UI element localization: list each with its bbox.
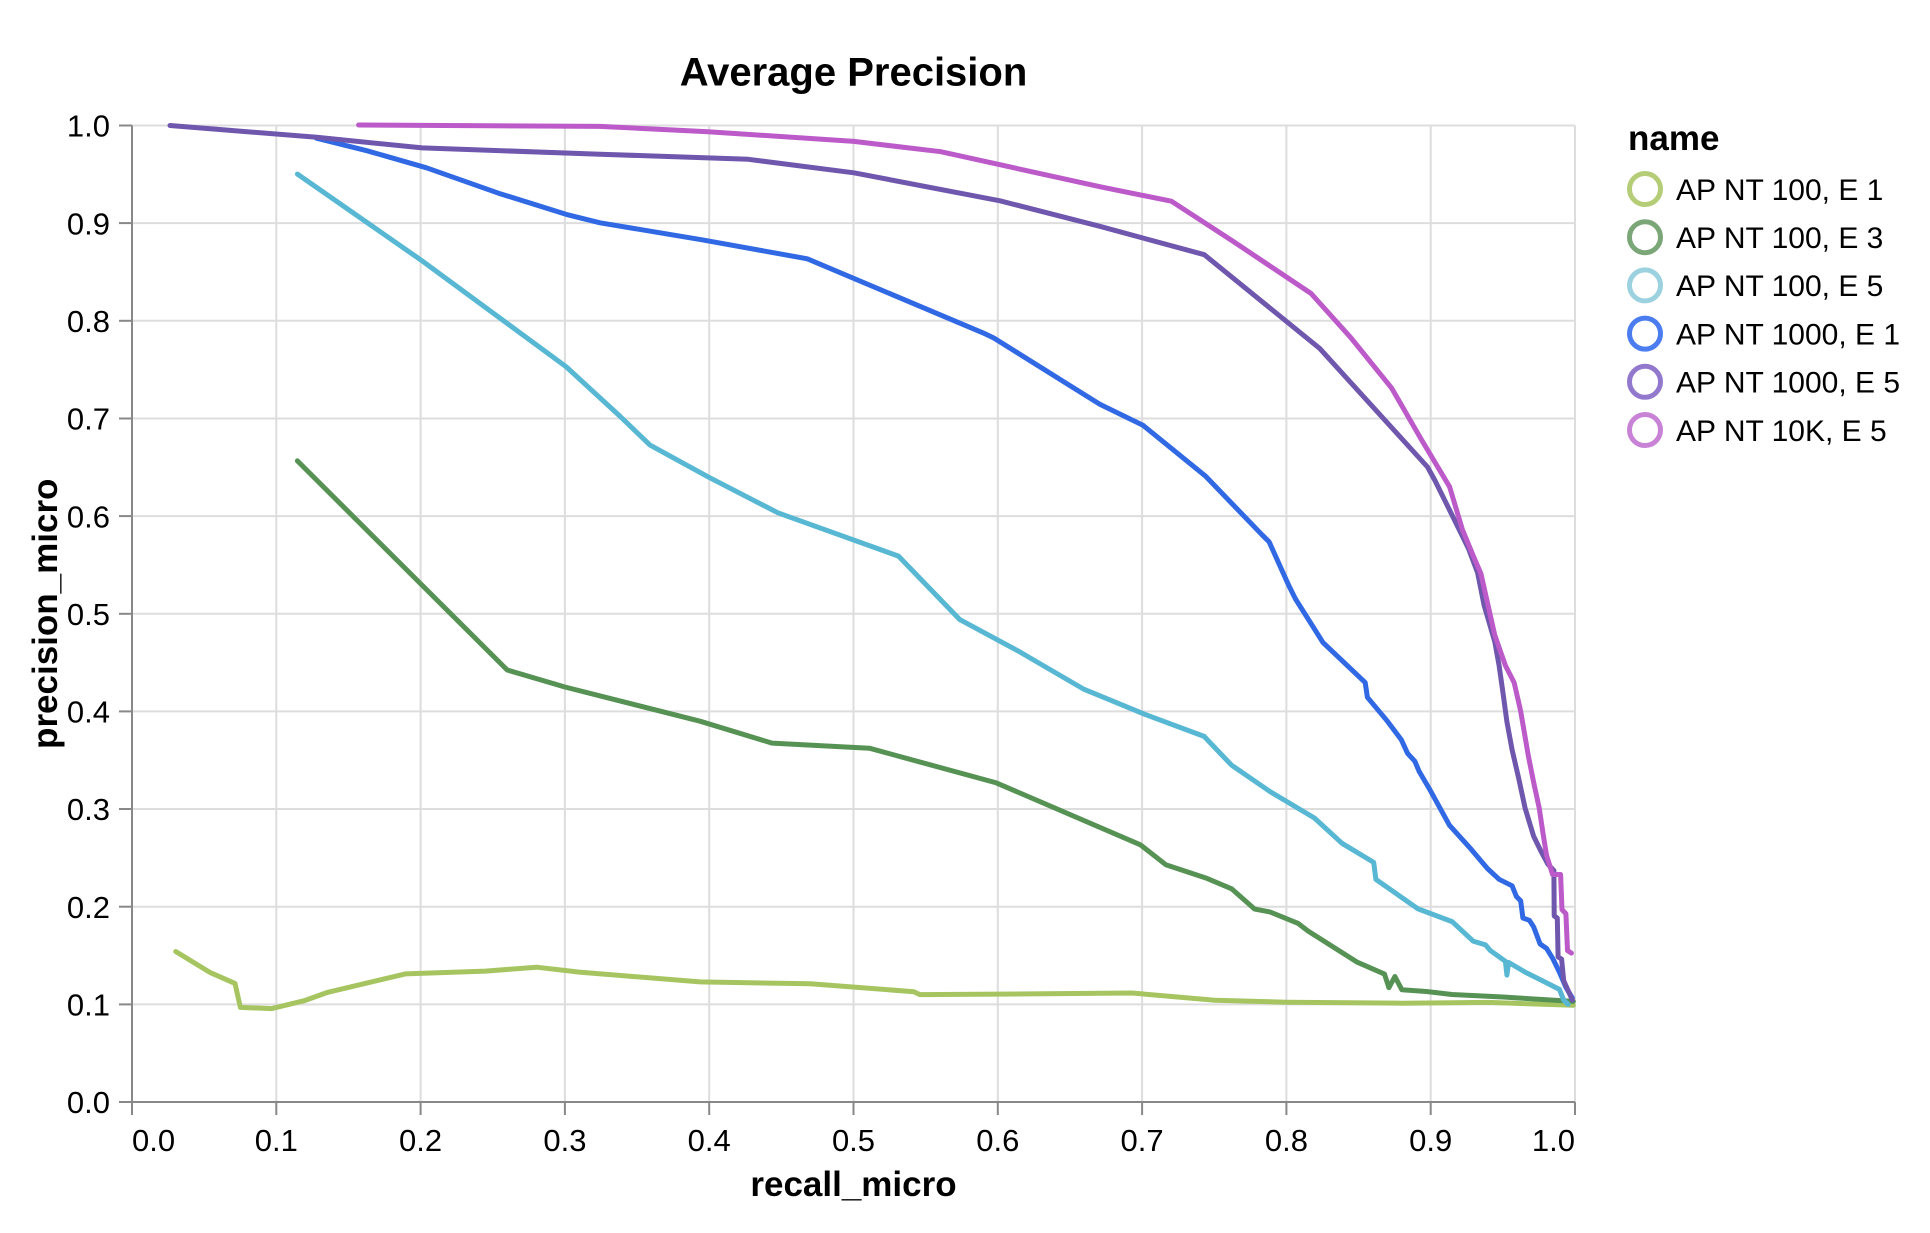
svg-text:0.9: 0.9 [1409,1123,1452,1158]
svg-text:0.1: 0.1 [67,988,110,1023]
svg-text:recall_micro: recall_micro [750,1165,956,1204]
svg-text:AP NT 10K, E 5: AP NT 10K, E 5 [1676,415,1887,448]
svg-text:AP NT 100, E 3: AP NT 100, E 3 [1676,222,1883,255]
svg-text:precision_micro: precision_micro [26,479,65,749]
svg-text:0.0: 0.0 [67,1085,110,1120]
svg-text:name: name [1628,119,1719,158]
svg-text:0.4: 0.4 [688,1123,731,1158]
svg-text:0.3: 0.3 [543,1123,586,1158]
svg-text:1.0: 1.0 [67,109,110,144]
svg-text:0.9: 0.9 [67,206,110,241]
svg-text:0.0: 0.0 [132,1123,175,1158]
svg-text:0.5: 0.5 [832,1123,875,1158]
svg-text:AP NT 100, E 5: AP NT 100, E 5 [1676,270,1883,303]
svg-text:0.7: 0.7 [67,402,110,437]
svg-text:0.6: 0.6 [67,499,110,534]
svg-text:AP NT 1000, E 1: AP NT 1000, E 1 [1676,318,1900,351]
svg-text:0.2: 0.2 [399,1123,442,1158]
svg-text:0.3: 0.3 [67,792,110,827]
svg-text:1.0: 1.0 [1532,1123,1575,1158]
svg-text:0.5: 0.5 [67,597,110,632]
svg-text:Average Precision: Average Precision [680,51,1028,95]
svg-text:0.8: 0.8 [67,304,110,339]
svg-text:0.4: 0.4 [67,695,110,730]
svg-text:0.1: 0.1 [255,1123,298,1158]
svg-text:AP NT 100, E 1: AP NT 100, E 1 [1676,174,1883,207]
svg-text:0.7: 0.7 [1121,1123,1164,1158]
svg-text:AP NT 1000, E 5: AP NT 1000, E 5 [1676,367,1900,400]
svg-text:0.6: 0.6 [976,1123,1019,1158]
svg-text:0.2: 0.2 [67,890,110,925]
svg-text:0.8: 0.8 [1265,1123,1308,1158]
